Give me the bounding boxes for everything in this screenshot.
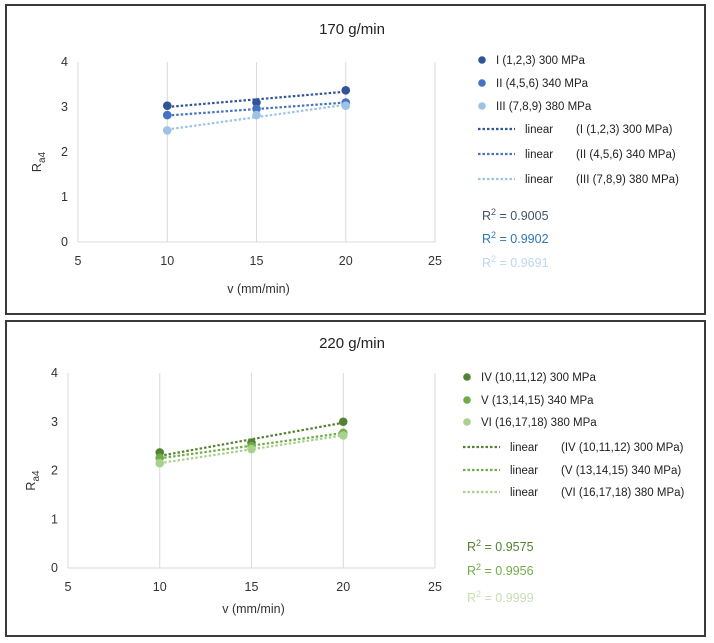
r-squared-value: = 0.9005 bbox=[496, 209, 549, 223]
r-squared-label-2: R2 = 0.9956 bbox=[467, 562, 534, 578]
data-point-s2-1 bbox=[162, 110, 172, 120]
r-squared-sup: 2 bbox=[491, 254, 496, 264]
y-axis-label-main: R bbox=[24, 482, 38, 491]
r-squared-value: = 0.9956 bbox=[481, 564, 534, 578]
legend-trend-word-3: linear bbox=[525, 174, 553, 186]
legend-trend-label-3: (III (7,8,9) 380 MPa) bbox=[576, 174, 679, 186]
legend-label-2: II (4,5,6) 340 MPa bbox=[496, 78, 589, 90]
r-squared-sup: 2 bbox=[476, 538, 481, 548]
legend-label-2: V (13,14,15) 340 MPa bbox=[481, 395, 594, 407]
legend-trend-label-1: (IV (10,11,12) 300 MPa) bbox=[561, 442, 684, 454]
data-point-s3-2 bbox=[252, 110, 261, 120]
legend-label-3: VI (16,17,18) 380 MPa bbox=[481, 417, 597, 429]
legend-trend-word-3: linear bbox=[510, 487, 538, 499]
x-tick-label: 15 bbox=[245, 580, 259, 594]
x-tick-label: 25 bbox=[428, 254, 442, 268]
data-point-s3-1 bbox=[162, 126, 172, 135]
data-point-s1-3 bbox=[341, 86, 351, 95]
data-point-s2-2 bbox=[252, 104, 261, 114]
r-squared-label-1: R2 = 0.9575 bbox=[467, 538, 534, 554]
data-point-s3-1 bbox=[155, 458, 165, 468]
legend-marker-1 bbox=[463, 373, 471, 381]
r-squared-label-2: R2 = 0.9902 bbox=[482, 230, 549, 246]
y-tick-label: 4 bbox=[51, 366, 58, 380]
r-squared-sup: 2 bbox=[491, 230, 496, 240]
chart-panel-170: 170 g/min 5 10 15 20 25 0 1 2 3 4 v (mm/min) Ra4 I (1… bbox=[5, 4, 706, 315]
y-tick-label: 2 bbox=[51, 464, 58, 478]
y-axis-label-sub: a4 bbox=[37, 151, 48, 163]
data-point-s1-1 bbox=[162, 101, 172, 110]
y-tick-label: 4 bbox=[61, 55, 68, 69]
y-tick-label: 0 bbox=[61, 235, 68, 249]
x-tick-label: 15 bbox=[250, 254, 264, 268]
legend-trend-word-2: linear bbox=[510, 465, 538, 477]
r-squared-sup: 2 bbox=[476, 562, 481, 572]
chart-title: 220 g/min bbox=[319, 335, 385, 352]
chart-170-svg: 170 g/min 5 10 15 20 25 0 1 2 3 4 v (mm/min) Ra4 I (1… bbox=[30, 21, 679, 296]
legend-trend-word-1: linear bbox=[525, 124, 553, 136]
y-tick-label: 2 bbox=[61, 145, 68, 159]
legend-label-1: IV (10,11,12) 300 MPa bbox=[481, 372, 596, 384]
r-squared-base: R bbox=[467, 564, 476, 578]
data-point-s1-3 bbox=[338, 417, 348, 427]
chart-panel-220: 220 g/min 5 10 15 20 25 0 1 2 3 4 v (mm/min) Ra4 IV (… bbox=[5, 320, 706, 637]
y-tick-label: 0 bbox=[51, 561, 58, 575]
x-tick-label: 20 bbox=[339, 254, 353, 268]
y-axis-label: Ra4 bbox=[30, 151, 48, 172]
legend-label-3: III (7,8,9) 380 MPa bbox=[496, 101, 592, 113]
r-squared-value: = 0.9902 bbox=[496, 232, 549, 246]
trendline-1 bbox=[167, 90, 346, 109]
x-axis-label: v (mm/min) bbox=[227, 282, 290, 296]
legend-marker-2 bbox=[478, 79, 486, 87]
legend-marker-1 bbox=[478, 56, 486, 64]
trendline-1 bbox=[159, 421, 344, 457]
y-axis-label-main: R bbox=[30, 163, 44, 172]
r-squared-value: = 0.9691 bbox=[496, 256, 549, 270]
y-axis-label: Ra4 bbox=[24, 470, 42, 491]
data-point-s3-3 bbox=[338, 431, 348, 440]
r-squared-base: R bbox=[482, 256, 491, 270]
x-tick-label: 10 bbox=[160, 254, 174, 268]
chart-220-svg: 220 g/min 5 10 15 20 25 0 1 2 3 4 v (mm/min) Ra4 IV (… bbox=[24, 335, 685, 616]
trendline-3 bbox=[159, 434, 344, 465]
legend-trend-word-1: linear bbox=[510, 442, 538, 454]
r-squared-value: = 0.9575 bbox=[481, 540, 534, 554]
x-tick-label: 10 bbox=[153, 580, 167, 594]
r-squared-base: R bbox=[482, 209, 491, 223]
legend-trend-label-3: (VI (16,17,18) 380 MPa) bbox=[561, 487, 685, 499]
r-squared-label-3: R2 = 0.9999 bbox=[467, 589, 534, 605]
y-axis-label-sub: a4 bbox=[31, 470, 42, 482]
r-squared-base: R bbox=[467, 540, 476, 554]
y-tick-label: 3 bbox=[61, 100, 68, 114]
x-tick-label: 20 bbox=[336, 580, 350, 594]
legend-trend-word-2: linear bbox=[525, 149, 553, 161]
legend-trend-label-1: (I (1,2,3) 300 MPa) bbox=[576, 124, 673, 136]
trendline-2 bbox=[167, 101, 346, 117]
chart-title: 170 g/min bbox=[319, 21, 385, 38]
x-tick-label: 25 bbox=[428, 580, 442, 594]
r-squared-sup: 2 bbox=[476, 589, 481, 599]
legend-trend-label-2: (V (13,14,15) 340 MPa) bbox=[561, 465, 681, 477]
data-point-s3-3 bbox=[341, 101, 351, 110]
r-squared-base: R bbox=[467, 591, 476, 605]
r-squared-sup: 2 bbox=[491, 207, 496, 217]
r-squared-value: = 0.9999 bbox=[481, 591, 534, 605]
legend-marker-3 bbox=[463, 418, 471, 426]
x-axis-label: v (mm/min) bbox=[222, 602, 285, 616]
legend-marker-2 bbox=[463, 396, 471, 404]
y-tick-label: 1 bbox=[51, 512, 58, 526]
legend-label-1: I (1,2,3) 300 MPa bbox=[496, 55, 585, 67]
legend-trend-label-2: (II (4,5,6) 340 MPa) bbox=[576, 149, 676, 161]
y-tick-label: 1 bbox=[61, 190, 68, 204]
r-squared-base: R bbox=[482, 232, 491, 246]
legend-marker-3 bbox=[478, 102, 486, 110]
x-tick-label: 5 bbox=[75, 254, 82, 268]
x-tick-label: 5 bbox=[65, 580, 72, 594]
r-squared-label-1: R2 = 0.9005 bbox=[482, 207, 549, 223]
data-point-s3-2 bbox=[247, 444, 256, 454]
trendline-2 bbox=[159, 431, 344, 460]
data-point-s1-2 bbox=[252, 98, 261, 107]
y-tick-label: 3 bbox=[51, 415, 58, 429]
r-squared-label-3: R2 = 0.9691 bbox=[482, 254, 549, 270]
